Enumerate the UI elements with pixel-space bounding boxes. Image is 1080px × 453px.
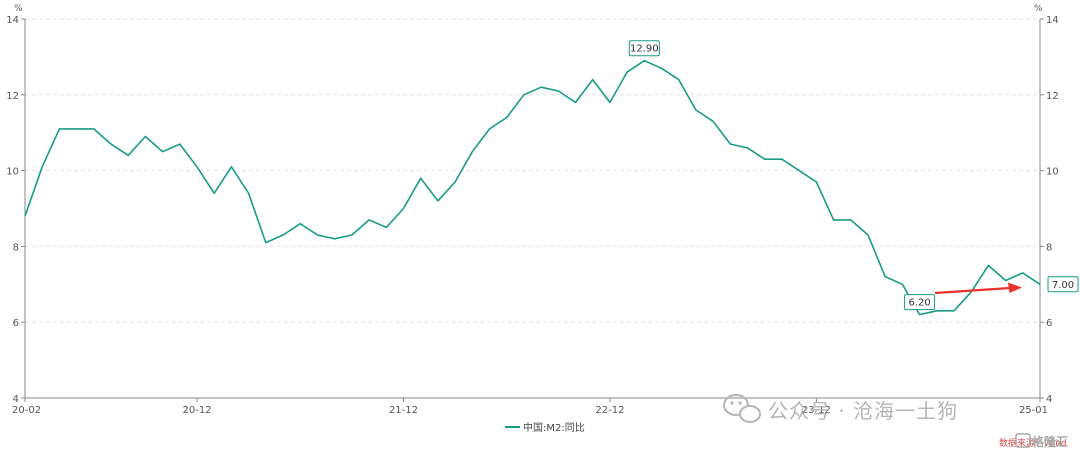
callouts-layer: 12.90 6.20 7.00 (628, 40, 1079, 311)
y-tick-label-left: 14 (6, 15, 19, 26)
brand-text: 格隆汇 (1032, 434, 1068, 449)
legend[interactable]: 中国:M2:同比 (505, 421, 585, 434)
callout-box (1047, 276, 1079, 293)
y-tick-label-left: 4 (13, 394, 19, 405)
x-tick-label: 25-01 (1019, 405, 1048, 416)
x-ticks: 20-02 20-12 21-12 22-12 23-12 25-01 (12, 398, 1048, 416)
y-tick-label-right: 10 (1046, 167, 1059, 178)
watermark: 公众号 · 沧海一土狗 (723, 394, 958, 423)
y-tick-label-right: 14 (1046, 15, 1059, 26)
y-tick-label-left: 10 (6, 167, 19, 178)
callout-label: 12.90 (630, 44, 659, 55)
y-tick-label-right: 8 (1046, 242, 1052, 253)
y-tick-label-left: 8 (13, 242, 19, 253)
red-arrow (934, 282, 1022, 295)
watermark-text: 公众号 · 沧海一土狗 (768, 399, 958, 423)
y-ticks-left: 4 6 8 10 12 14 (6, 15, 25, 405)
right-unit-label: % (1034, 4, 1043, 14)
y-tick-label-left: 6 (13, 318, 19, 329)
x-tick-label: 21-12 (389, 405, 418, 416)
x-tick-label: 22-12 (595, 405, 624, 416)
gridlines (25, 18, 1040, 323)
y-tick-label-right: 6 (1046, 318, 1052, 329)
callout-label: 7.00 (1052, 280, 1074, 291)
callout-box (628, 40, 660, 57)
y-tick-label-left: 12 (6, 91, 19, 102)
wechat-icon (723, 394, 761, 423)
x-tick-label: 23-12 (802, 405, 831, 416)
series-layer (24, 59, 1041, 316)
x-tick-label: 20-12 (183, 405, 212, 416)
y-ticks-right: 4 6 8 10 12 14 (1040, 15, 1059, 405)
y-tick-label-right: 12 (1046, 91, 1059, 102)
y-tick-label-right: 4 (1046, 394, 1052, 405)
legend-label: 中国:M2:同比 (523, 421, 585, 434)
series-line-m2-yoy (24, 59, 1041, 316)
left-unit-label: % (14, 4, 23, 14)
x-tick-label: 20-02 (12, 405, 41, 416)
callout-box (904, 294, 936, 311)
brand-logo: 格隆汇 (1015, 433, 1068, 449)
callout-label: 6.20 (908, 298, 930, 309)
